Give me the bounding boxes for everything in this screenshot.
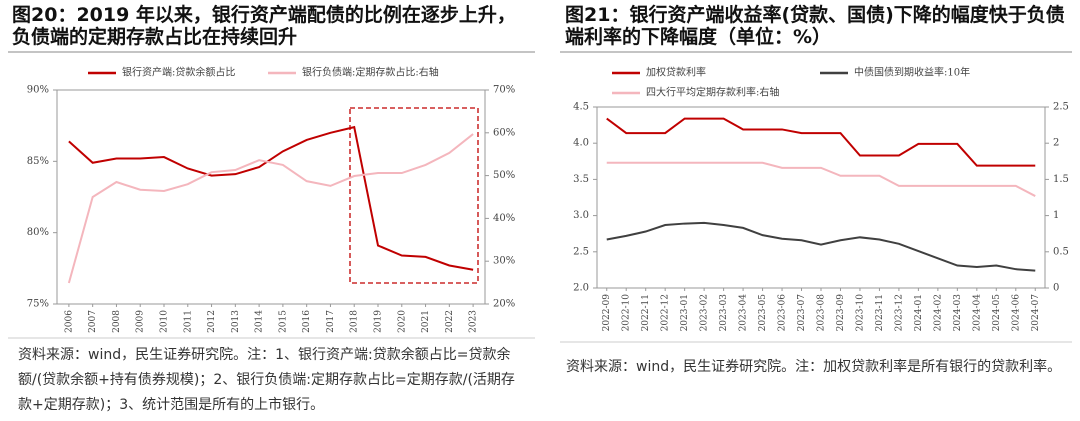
x-tick-label: 2012 [207, 310, 217, 333]
x-tick-label: 2018 [350, 310, 360, 333]
x-tick-label: 2021 [421, 310, 431, 333]
x-tick-label: 2023-03 [719, 294, 729, 332]
x-tick-label: 2024-06 [1011, 294, 1021, 332]
x-tick-label: 2022-11 [641, 294, 651, 331]
series-line [68, 125, 474, 271]
x-tick-label: 2024-02 [933, 294, 943, 331]
source-note: 资料来源：wind，民生证券研究院。注：1、银行资产端:贷款余额占比=贷款余额/… [18, 347, 515, 413]
x-tick-label: 2022-09 [602, 294, 612, 332]
chart-title: 图21：银行资产端收益率(贷款、国债)下降的幅度快于负债端利率的下降幅度（单位：… [565, 4, 1065, 48]
x-tick-label: 2015 [278, 310, 288, 333]
x-tick-label: 2013 [231, 310, 241, 333]
y-tick-label: 75% [27, 299, 49, 310]
y-tick-label: 0 [1053, 283, 1059, 294]
x-tick-label: 2017 [326, 310, 336, 333]
legend-label: 中债国债到期收益率:10年 [854, 66, 970, 79]
y-tick-label: 85% [27, 156, 49, 167]
x-tick-label: 2023-11 [875, 294, 885, 331]
highlight-box [349, 107, 479, 284]
y-tick-label: 4.0 [573, 138, 589, 149]
x-tick-label: 2008 [112, 310, 122, 333]
x-tick-label: 2007 [88, 310, 98, 333]
legend-label: 银行负债端:定期存款占比:右轴 [302, 66, 439, 79]
x-tick-label: 2023-10 [855, 294, 865, 332]
y-tick-label: 2 [1053, 138, 1059, 149]
y-tick-label: 60% [493, 127, 515, 138]
y-tick-label: 70% [493, 85, 515, 96]
x-tick-label: 2023-02 [700, 294, 710, 331]
x-tick-label: 2010 [160, 310, 170, 333]
x-tick-label: 2016 [302, 310, 312, 333]
y-tick-label: 3.0 [573, 210, 589, 221]
x-tick-label: 2006 [64, 310, 74, 333]
x-tick-label: 2022 [445, 310, 455, 333]
series-line [606, 221, 1036, 272]
x-tick-label: 2022-12 [661, 294, 671, 331]
chart-title: 图20：2019 年以来，银行资产端配债的比例在逐步上升，负债端的定期存款占比在… [12, 4, 516, 48]
y-tick-label: 2.0 [573, 283, 589, 294]
y-tick-label: 80% [27, 227, 49, 238]
y-tick-label: 1.5 [1053, 174, 1069, 185]
source-note: 资料来源：wind，民生证券研究院。注：加权贷款利率是所有银行的贷款利率。 [566, 359, 1062, 375]
series-line [606, 117, 1036, 167]
x-tick-label: 2023-09 [836, 294, 846, 332]
x-tick-label: 2019 [374, 310, 384, 333]
x-tick-label: 2023-04 [739, 294, 749, 332]
x-tick-label: 2024-07 [1031, 294, 1041, 332]
x-tick-label: 2024-04 [972, 294, 982, 332]
x-tick-label: 2024-03 [953, 294, 963, 332]
x-tick-label: 2024-01 [914, 294, 924, 331]
series-line [606, 161, 1036, 197]
x-tick-label: 2009 [136, 310, 146, 333]
y-tick-label: 20% [493, 299, 515, 310]
y-tick-label: 0.5 [1053, 246, 1069, 257]
plot-frame [56, 89, 486, 305]
legend-label: 银行资产端:贷款余额占比 [122, 66, 235, 79]
y-tick-label: 3.5 [573, 174, 589, 185]
y-tick-label: 4.5 [573, 102, 589, 113]
x-tick-label: 2011 [183, 310, 193, 333]
y-tick-label: 2.5 [573, 246, 589, 257]
y-tick-label: 90% [27, 85, 49, 96]
y-tick-label: 2.5 [1053, 102, 1069, 113]
x-tick-label: 2023-07 [797, 294, 807, 332]
y-tick-label: 50% [493, 170, 515, 181]
legend-label: 四大行平均定期存款利率:右轴 [646, 86, 779, 99]
x-tick-label: 2023-08 [817, 294, 827, 332]
y-tick-label: 30% [493, 256, 515, 267]
x-tick-label: 2020 [397, 310, 407, 333]
series-line [67, 133, 474, 284]
x-tick-label: 2023-12 [894, 294, 904, 331]
x-tick-label: 2023 [469, 310, 479, 333]
legend-label: 加权贷款利率 [646, 66, 706, 79]
x-tick-label: 2023-06 [778, 294, 788, 332]
x-tick-label: 2014 [255, 310, 265, 333]
x-tick-label: 2024-05 [992, 294, 1002, 332]
x-tick-label: 2022-10 [622, 294, 632, 332]
x-tick-label: 2023-01 [680, 294, 690, 331]
y-tick-label: 1 [1053, 210, 1059, 221]
y-tick-label: 40% [493, 213, 515, 224]
plot-frame [596, 106, 1046, 289]
x-tick-label: 2023-05 [758, 294, 768, 332]
